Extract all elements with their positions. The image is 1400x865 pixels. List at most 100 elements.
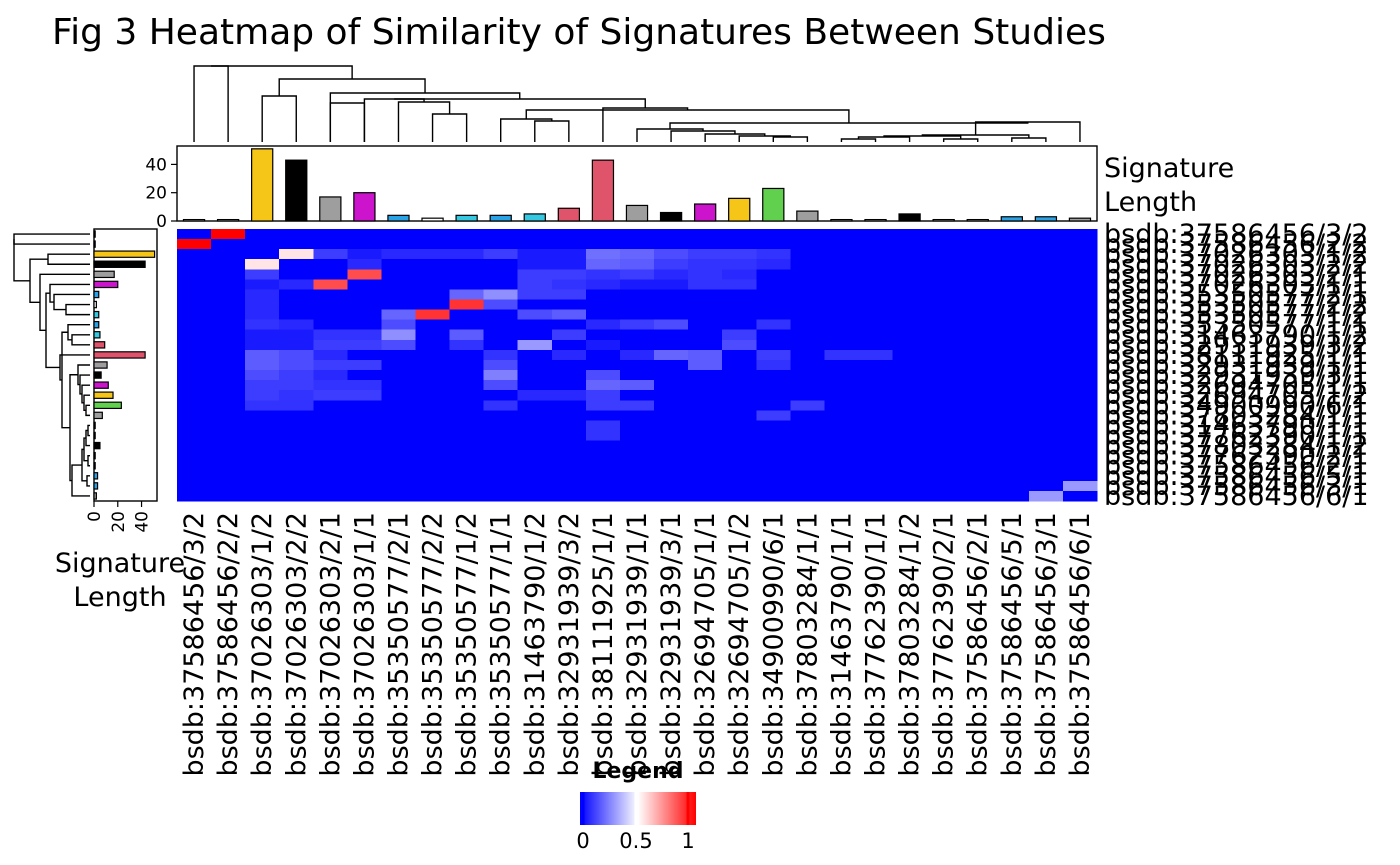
heatmap-cell (960, 420, 996, 432)
heatmap-cell (722, 480, 757, 492)
left-bar (93, 300, 97, 309)
heatmap-cell (892, 490, 928, 502)
heatmap-cell (449, 420, 485, 432)
heatmap-cell (585, 370, 621, 381)
heatmap-cell (313, 490, 348, 502)
heatmap-cell (1028, 259, 1064, 270)
heatmap-cell (892, 370, 928, 381)
column-label: bsdb:32931939/3/1 (656, 512, 687, 777)
heatmap-cell (756, 289, 791, 301)
heatmap-cell (347, 450, 383, 462)
legend-tick-label: 0 (576, 829, 589, 853)
heatmap-cell (517, 259, 553, 270)
heatmap-cell (654, 279, 689, 291)
heatmap-cell (756, 430, 791, 442)
heatmap-cell (1028, 319, 1064, 331)
left-bar (93, 431, 96, 440)
heatmap-cell (994, 299, 1030, 311)
heatmap-cell (1062, 269, 1098, 280)
color-legend: Legend 0 0.5 1 (576, 759, 696, 853)
heatmap-cell (892, 450, 928, 462)
heatmap-cell (892, 239, 928, 250)
legend-tick-label: 1 (681, 829, 694, 853)
heatmap-cell (551, 440, 587, 452)
dendrogram-link (87, 424, 90, 437)
legend-colorbar (580, 792, 696, 825)
heatmap-cell (790, 259, 826, 270)
heatmap-cell (381, 309, 417, 321)
heatmap-cell (211, 339, 246, 351)
heatmap-cell (688, 259, 723, 270)
heatmap-cell (347, 410, 383, 422)
heatmap-cell (619, 319, 655, 331)
heatmap-cell (1062, 380, 1098, 391)
heatmap-cell (619, 470, 655, 482)
heatmap-cell (483, 289, 519, 301)
dendrogram-link (772, 136, 809, 142)
dendrogram-link (13, 233, 90, 245)
heatmap-cell (654, 269, 689, 280)
heatmap-cell (245, 410, 280, 422)
heatmap-cell (551, 480, 587, 492)
heatmap-cell (1062, 259, 1098, 270)
heatmap-cell (449, 329, 485, 341)
heatmap-cell (722, 339, 757, 351)
heatmap-cell (177, 259, 212, 270)
heatmap-cell (585, 470, 621, 482)
row-label: bsdb:35350577/2/1 (1104, 279, 1369, 310)
heatmap-cell (211, 229, 246, 240)
heatmap-cell (347, 339, 383, 351)
heatmap-cell (892, 249, 928, 260)
top-bar (285, 159, 308, 222)
heatmap-cell (1028, 440, 1064, 452)
heatmap-cell (892, 319, 928, 331)
dendrogram-link (394, 98, 646, 108)
heatmap-cell (688, 410, 723, 422)
left-bar (93, 270, 115, 279)
heatmap-cell (347, 470, 383, 482)
column-label: bsdb:35350577/2/2 (418, 512, 449, 777)
heatmap-cell (245, 390, 280, 401)
heatmap-cell (994, 349, 1030, 361)
heatmap-cell (279, 480, 314, 492)
heatmap-cell (824, 420, 860, 432)
dendrogram-link (974, 121, 1081, 142)
dendrogram-link (534, 120, 570, 142)
heatmap-cell (722, 319, 757, 331)
heatmap-cell (722, 440, 757, 452)
heatmap-cell (722, 420, 757, 432)
left-bar (93, 391, 114, 399)
heatmap-cell (994, 470, 1030, 482)
heatmap-cell (1062, 410, 1098, 422)
heatmap-cell (619, 239, 655, 250)
heatmap-cell (722, 490, 757, 502)
heatmap-cell (279, 420, 314, 432)
heatmap-cell (926, 430, 962, 442)
heatmap-cell (654, 480, 689, 492)
heatmap-cell (551, 339, 587, 351)
heatmap-cell (688, 349, 723, 361)
heatmap-cell (1028, 460, 1064, 472)
heatmap-cell (722, 430, 757, 442)
column-label: bsdb:32694705/1/2 (724, 512, 755, 777)
heatmap-cell (688, 480, 723, 492)
heatmap-cell (381, 420, 417, 432)
heatmap-cell (892, 460, 928, 472)
heatmap-cell (449, 460, 485, 472)
heatmap-cell (381, 239, 417, 250)
heatmap-cell (177, 390, 212, 401)
heatmap-cell (1028, 229, 1064, 240)
heatmap-cell (245, 480, 280, 492)
heatmap-cell (790, 480, 826, 492)
heatmap-cell (892, 309, 928, 321)
heatmap-cell (688, 249, 723, 260)
heatmap-cell (688, 329, 723, 341)
heatmap-cell (347, 390, 383, 401)
heatmap-cell (722, 289, 757, 301)
heatmap-cell (994, 400, 1030, 411)
heatmap-cell (245, 229, 280, 240)
heatmap-cell (279, 450, 314, 462)
heatmap-cell (722, 229, 757, 240)
left-axis-tick-label: 20 (109, 511, 129, 533)
heatmap-cell (211, 329, 246, 341)
